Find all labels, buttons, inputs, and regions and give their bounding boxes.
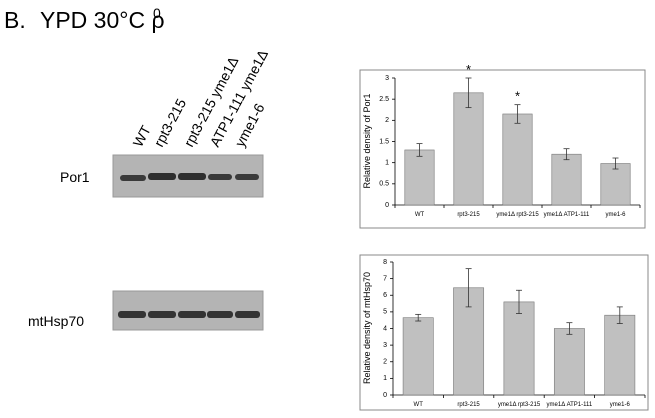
bar [503, 301, 535, 396]
error-bar [612, 157, 619, 170]
blot-por1 [112, 154, 264, 198]
error-bar [465, 77, 472, 109]
lane-label: WT [130, 122, 155, 149]
blot-label: mtHsp70 [28, 313, 84, 329]
significance-mark: * [466, 62, 471, 77]
bar [502, 113, 533, 206]
y-tick-label: 5 [383, 309, 387, 316]
x-tick-label: yme1Δ rpt3-215 [498, 402, 541, 408]
error-bar [616, 306, 623, 324]
y-tick-label: 0 [383, 392, 387, 399]
x-tick-label: yme1Δ ATP1-111 [547, 402, 593, 408]
x-tick-label: yme1Δ rpt3-215 [496, 212, 539, 218]
y-tick-label: 4 [383, 325, 387, 332]
bar [553, 328, 585, 396]
error-bar [566, 322, 573, 335]
chart-frame [359, 254, 649, 411]
x-tick-label: rpt3-215 [457, 212, 480, 218]
y-tick-label: 3 [383, 342, 387, 349]
error-bar [563, 148, 570, 161]
bar [604, 314, 636, 396]
bar [453, 92, 484, 206]
y-tick-label: 1 [383, 375, 387, 382]
error-bar [465, 268, 472, 308]
significance-mark: * [515, 89, 520, 104]
panel-label: B. [4, 7, 26, 33]
y-tick-label: 6 [383, 292, 387, 299]
blot-label: Por1 [60, 169, 90, 185]
y-tick-label: 1 [385, 160, 389, 167]
y-tick-label: 2 [385, 117, 389, 124]
y-tick-label: 1.5 [379, 138, 389, 145]
title-superscript: 0 [153, 5, 161, 21]
error-bar [516, 289, 522, 314]
y-tick-label: 7 [383, 275, 387, 282]
x-tick-label: yme1-6 [605, 212, 626, 218]
bar [551, 153, 582, 206]
y-tick-label: 2 [383, 359, 387, 366]
y-tick-label: 3 [385, 75, 389, 82]
blot-mthsp70 [112, 290, 264, 331]
y-axis-label: Relative density of mtHsp70 [362, 272, 372, 384]
y-tick-label: 0 [385, 202, 389, 209]
error-bar [416, 143, 423, 157]
x-tick-label: yme1Δ ATP1-111 [544, 212, 590, 218]
bar [402, 317, 434, 396]
x-tick-label: rpt3-215 [457, 402, 480, 408]
bar [600, 163, 631, 206]
bar [404, 149, 435, 206]
error-bar [415, 313, 422, 322]
y-tick-label: 2.5 [379, 96, 389, 103]
y-tick-label: 0.5 [379, 181, 389, 188]
chart-frame [359, 69, 646, 229]
figure-title: YPD 30°C ρ [40, 7, 165, 33]
y-tick-label: 8 [383, 259, 387, 266]
x-tick-label: WT [414, 402, 424, 408]
error-bar [514, 104, 521, 124]
x-tick-label: yme1-6 [610, 402, 631, 408]
x-tick-label: WT [415, 212, 425, 218]
y-axis-label: Relative density of Por1 [362, 93, 372, 188]
